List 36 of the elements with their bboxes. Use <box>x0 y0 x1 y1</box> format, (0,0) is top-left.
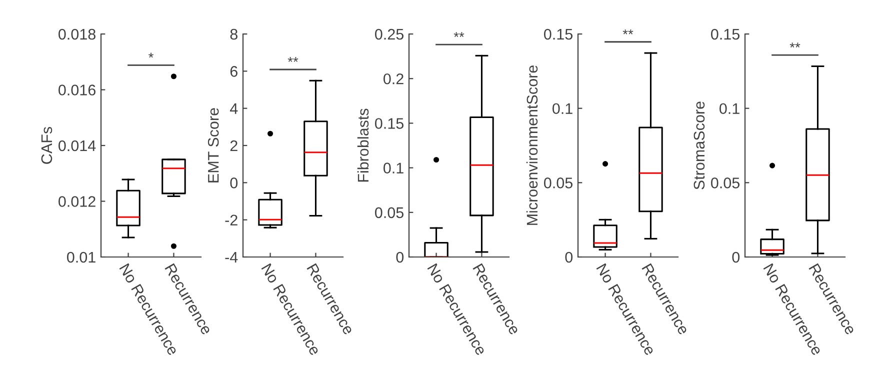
annotation: ** <box>288 57 298 62</box>
y-tick-label: 4 <box>230 103 238 114</box>
y-axis-title: Fibroblasts <box>357 108 369 182</box>
y-tick-label: 0.014 <box>58 140 96 152</box>
annotation: * <box>148 52 154 58</box>
y-tick-label: 0 <box>565 252 573 263</box>
annotation: ** <box>454 32 464 37</box>
y-tick-label: 0.25 <box>375 28 404 40</box>
y-tick-label: 0.05 <box>711 178 740 188</box>
y-axis-title: StromaScore <box>694 102 705 190</box>
y-tick-label: -4 <box>225 252 238 263</box>
y-tick-label: 0.05 <box>544 178 572 188</box>
y-tick-label: 0.05 <box>375 207 404 218</box>
y-tick-label: 0.01 <box>67 252 96 263</box>
y-tick-label: 2 <box>230 140 238 152</box>
y-tick-label: 0 <box>396 252 404 263</box>
y-tick-label: 0.1 <box>552 103 572 114</box>
y-tick-label: 0 <box>732 252 740 263</box>
y-tick-label: 0.2 <box>384 73 404 84</box>
y-tick-label: -2 <box>225 214 238 226</box>
y-tick-label: 0.018 <box>58 28 96 40</box>
y-tick-label: 0.15 <box>711 28 740 40</box>
annotation: ** <box>790 42 800 48</box>
y-tick-label: 0.15 <box>544 28 572 40</box>
y-axis-title: MicroenvironmentScore <box>526 66 538 225</box>
y-axis-title: CAFs <box>41 126 52 164</box>
y-tick-label: 0.15 <box>375 118 404 129</box>
y-tick-label: 0 <box>230 178 238 188</box>
y-tick-label: 0.1 <box>384 162 404 174</box>
annotation: ** <box>622 29 634 34</box>
y-tick-label: 0.016 <box>58 84 96 96</box>
y-axis-title: EMT Score <box>208 108 219 182</box>
y-tick-label: 0.1 <box>720 103 740 114</box>
y-tick-label: 0.012 <box>58 196 96 207</box>
y-tick-label: 8 <box>230 28 238 40</box>
y-tick-label: 6 <box>230 66 238 77</box>
